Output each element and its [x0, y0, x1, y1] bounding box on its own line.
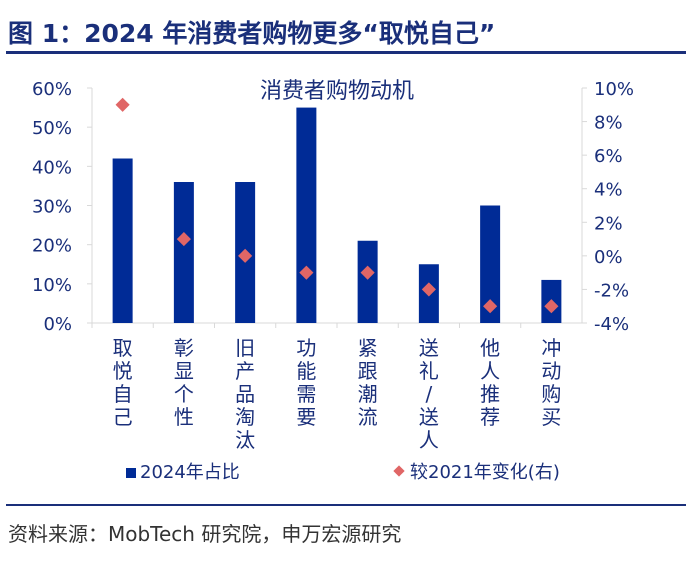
left-tick-label: 0% [43, 314, 72, 335]
category-label: 产 [235, 359, 255, 383]
category-label: 冲 [541, 336, 561, 360]
category-label: 流 [358, 405, 378, 429]
category-label: 他 [480, 336, 500, 360]
right-tick-label: 8% [594, 113, 623, 134]
chart: 消费者购物动机 0% 10% 20% 30% 40% 50% 60% -4% -2% 0% 2% 4% 6… [32, 79, 634, 483]
category-label: 显 [174, 359, 194, 383]
category-label: 自 [113, 382, 133, 406]
category-label: 荐 [480, 405, 500, 429]
category-label: 己 [113, 405, 133, 429]
category-label: 礼 [419, 359, 439, 383]
category-label: 个 [174, 382, 194, 406]
diamond-marker [421, 282, 436, 297]
left-tick-label: 30% [32, 197, 72, 218]
category-label: 送 [419, 336, 439, 360]
left-tick-label: 10% [32, 275, 72, 296]
diamond-marker [238, 248, 253, 263]
category-label: 人 [480, 359, 500, 383]
left-tick-label: 20% [32, 236, 72, 257]
category-label: 悦 [113, 359, 133, 383]
category-label: 潮 [358, 382, 378, 406]
diamond-marker [483, 299, 498, 314]
category-label: 功 [296, 336, 316, 360]
bar [357, 240, 378, 323]
right-tick-label: -4% [594, 314, 629, 335]
footer-rule [6, 504, 686, 506]
title-rule [6, 51, 686, 54]
category-label: 买 [541, 405, 561, 429]
category-label: 淘 [235, 405, 255, 429]
diamond-marker [176, 232, 191, 247]
diamond-marker [115, 97, 130, 112]
left-tick-label: 50% [32, 118, 72, 139]
right-tick-label: 2% [594, 213, 623, 234]
right-tick-label: -2% [594, 280, 629, 301]
category-label: 旧 [235, 336, 255, 360]
category-label: 要 [296, 405, 316, 429]
category-label: 人 [419, 428, 439, 452]
category-label: 性 [174, 405, 194, 429]
category-label: 购 [541, 382, 561, 406]
category-label: 需 [296, 382, 316, 406]
right-tick-label: 0% [594, 247, 623, 268]
category-label: 动 [541, 359, 561, 383]
bar [112, 158, 133, 323]
right-tick-label: 4% [594, 180, 623, 201]
category-label: 推 [480, 382, 500, 406]
figure-title: 图 1：2024 年消费者购物更多“取悦自己” [8, 19, 496, 48]
category-label: 送 [419, 405, 439, 429]
category-label: 品 [235, 382, 255, 406]
category-label: / [426, 382, 433, 406]
legend-bar-label: 2024年占比 [140, 462, 240, 483]
right-tick-label: 10% [594, 79, 634, 100]
chart-title: 消费者购物动机 [260, 79, 414, 104]
right-tick-label: 6% [594, 146, 623, 167]
legend-diamond-label: 较2021年变化(右) [410, 462, 560, 483]
diamond-marker [360, 265, 375, 280]
left-tick-label: 40% [32, 157, 72, 178]
category-label: 紧 [358, 336, 378, 360]
left-tick-label: 60% [32, 79, 72, 100]
bar [296, 107, 317, 323]
category-label: 能 [296, 359, 316, 383]
category-label: 取 [113, 336, 133, 360]
bar [173, 182, 194, 323]
diamond-marker [544, 299, 559, 314]
category-label: 跟 [358, 359, 378, 383]
category-label: 汰 [235, 428, 255, 452]
bar [480, 205, 501, 323]
legend-bar-swatch [126, 468, 136, 478]
legend-diamond-swatch [393, 465, 405, 477]
source-note: 资料来源：MobTech 研究院，申万宏源研究 [8, 522, 402, 546]
diamond-marker [299, 265, 314, 280]
category-label: 彰 [174, 336, 194, 360]
